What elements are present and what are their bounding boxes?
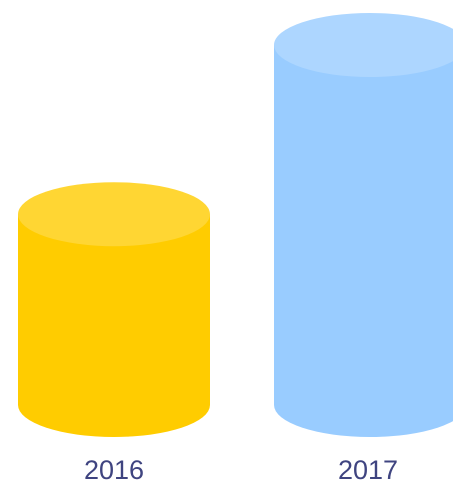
cylinder-body [18,214,210,437]
cylinder-body [274,45,453,437]
cylinder-top [274,13,453,77]
cylinder-top [18,182,210,247]
x-tick-label: 2016 [84,455,144,485]
x-tick-label: 2017 [338,455,398,485]
